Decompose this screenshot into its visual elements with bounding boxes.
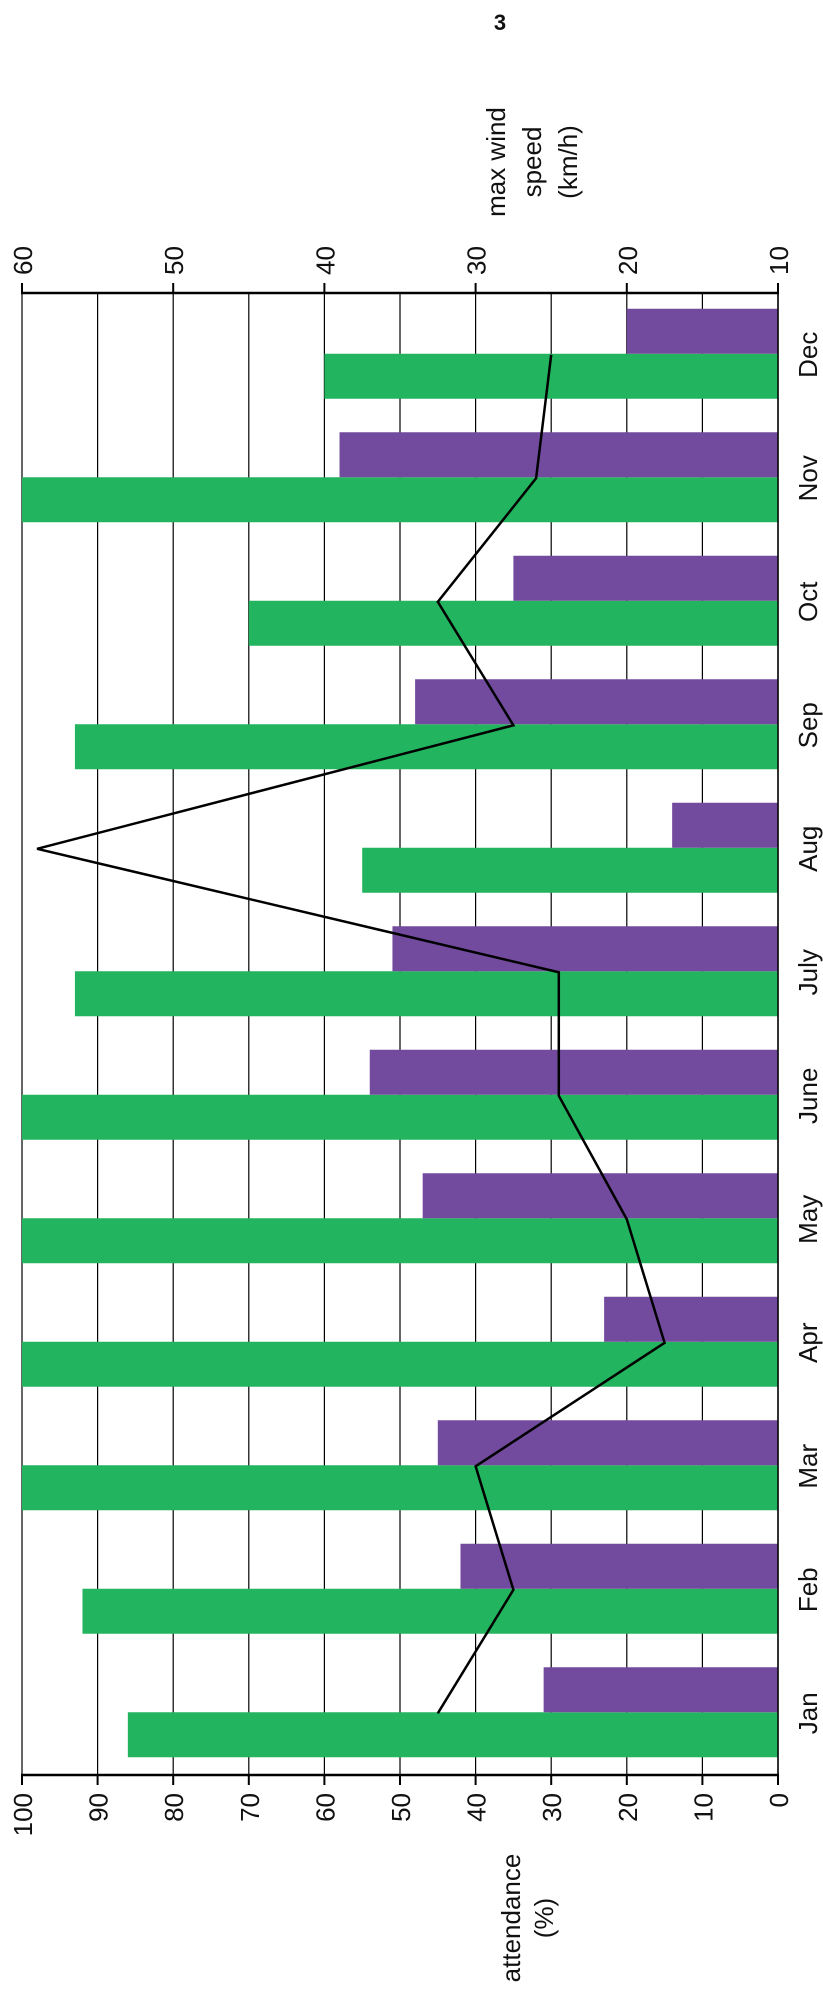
secondary-bar [460,1543,778,1589]
secondary-bar [392,926,778,972]
attendance-bar [248,600,779,646]
attendance-bar [74,971,779,1017]
attendance-bar [127,1712,779,1758]
primary-tick-label: 70 [235,1793,265,1822]
attendance-bar [22,1465,778,1511]
category-label: Nov [793,455,823,501]
attendance-bar [22,1218,778,1264]
secondary-tick-label: 40 [310,246,340,275]
secondary-axis-title: max wind [481,107,511,217]
secondary-bar [415,679,778,725]
primary-tick-label: 40 [462,1793,492,1822]
category-label: Feb [793,1567,823,1612]
primary-tick-label: 50 [386,1793,416,1822]
secondary-bar [339,432,778,478]
category-label: June [793,1068,823,1124]
secondary-bar [422,1173,778,1219]
secondary-bar [543,1667,778,1713]
attendance-bar [362,847,778,893]
gridlines [21,293,779,1775]
wind-speed-line [36,354,667,1714]
bars [22,308,779,1758]
attendance-bar [22,1341,778,1387]
category-label: July [793,949,823,995]
category-label: Dec [793,332,823,378]
secondary-tick-label: 30 [462,246,492,275]
attendance-bar [22,477,778,523]
secondary-bar [626,308,778,354]
secondary-axis-unit: (km/h) [553,125,583,199]
primary-tick-label: 100 [8,1793,38,1836]
category-label: Apr [793,1322,823,1363]
primary-tick-label: 30 [537,1793,567,1822]
secondary-tick-label: 20 [613,246,643,275]
secondary-bar [604,1296,778,1342]
secondary-bar [672,802,778,848]
secondary-bar [369,1049,778,1095]
axes [21,283,779,1785]
secondary-axis-title-line2: speed [517,127,547,198]
page-number: 3 [494,10,506,35]
category-label: Aug [793,826,823,872]
secondary-tick-label: 10 [764,246,794,275]
attendance-bar [22,1094,778,1140]
primary-tick-label: 80 [159,1793,189,1822]
axis-labels: 0 10 20 30 40 50 60 70 80 90 100 10 20 30 40 50 60 Jan Feb… [8,107,823,1982]
primary-axis-title: attendance [496,1854,526,1983]
secondary-tick-label: 50 [159,246,189,275]
category-label: May [793,1195,823,1244]
primary-tick-label: 20 [613,1793,643,1822]
primary-axis-unit: (%) [529,1898,559,1938]
attendance-bar [82,1588,779,1634]
category-label: Mar [793,1444,823,1489]
wind-speed-line-group [36,354,667,1714]
secondary-bar [513,555,778,601]
primary-tick-label: 10 [688,1793,718,1822]
category-label: Jan [793,1692,823,1734]
primary-tick-label: 90 [84,1793,114,1822]
primary-tick-label: 60 [310,1793,340,1822]
primary-tick-label: 0 [764,1793,794,1807]
category-label: Sep [793,702,823,748]
secondary-tick-label: 60 [8,246,38,275]
secondary-bar [437,1420,778,1466]
category-label: Oct [793,581,823,622]
